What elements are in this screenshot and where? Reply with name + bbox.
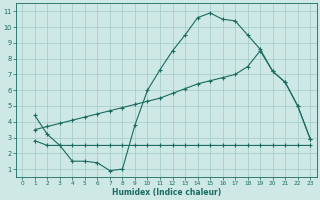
X-axis label: Humidex (Indice chaleur): Humidex (Indice chaleur) xyxy=(112,188,221,197)
